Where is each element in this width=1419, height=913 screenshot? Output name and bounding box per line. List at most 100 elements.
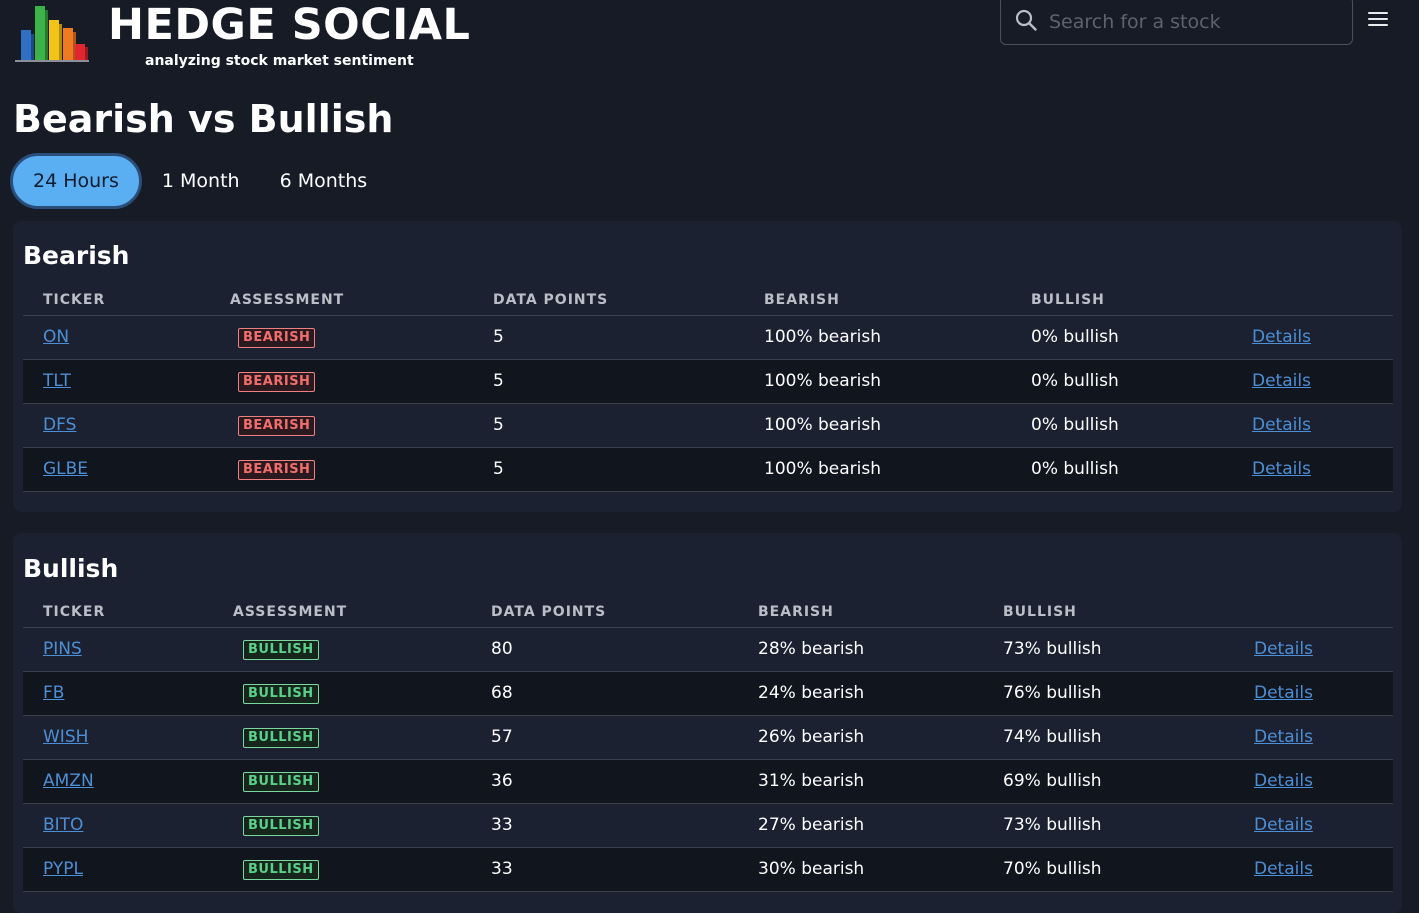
data-points-value: 80: [471, 627, 738, 672]
bearish-percent: 100% bearish: [744, 315, 1011, 360]
assessment-badge: BEARISH: [238, 460, 316, 480]
ticker-link[interactable]: TLT: [43, 371, 71, 391]
assessment-badge: BULLISH: [243, 816, 319, 836]
column-header-bullish: BULLISH: [983, 597, 1234, 628]
bullish-percent: 74% bullish: [983, 715, 1234, 760]
details-link[interactable]: Details: [1254, 683, 1313, 703]
ticker-link[interactable]: GLBE: [43, 459, 89, 479]
ticker-link[interactable]: WISH: [43, 727, 89, 747]
table-row: ON BEARISH 5 100% bearish 0% bullish Det…: [23, 315, 1393, 360]
details-link[interactable]: Details: [1254, 859, 1313, 879]
bearish-section-title: Bearish: [23, 241, 130, 270]
assessment-badge: BEARISH: [238, 328, 316, 348]
assessment-badge: BEARISH: [238, 416, 316, 436]
column-header-bearish: BEARISH: [738, 597, 983, 628]
details-link[interactable]: Details: [1252, 415, 1311, 435]
table-row: WISH BULLISH 57 26% bearish 74% bullish …: [23, 715, 1393, 760]
bearish-table: TICKER ASSESSMENT DATA POINTS BEARISH BU…: [23, 285, 1393, 492]
table-row: DFS BEARISH 5 100% bearish 0% bullish De…: [23, 403, 1393, 448]
column-header-ticker: TICKER: [23, 285, 210, 316]
bearish-percent: 30% bearish: [738, 847, 983, 892]
assessment-badge: BULLISH: [243, 772, 319, 792]
column-header-assessment: ASSESSMENT: [213, 597, 471, 628]
search-box[interactable]: [1000, 0, 1353, 45]
brand-subtitle: analyzing stock market sentiment: [145, 53, 414, 69]
table-header-row: TICKER ASSESSMENT DATA POINTS BEARISH BU…: [23, 597, 1393, 628]
data-points-value: 5: [473, 315, 744, 360]
bearish-percent: 100% bearish: [744, 447, 1011, 492]
details-link[interactable]: Details: [1252, 371, 1311, 391]
details-link[interactable]: Details: [1252, 459, 1311, 479]
bar-chart-logo-icon[interactable]: [13, 2, 91, 64]
bullish-percent: 0% bullish: [1011, 315, 1232, 360]
data-points-value: 5: [473, 359, 744, 404]
assessment-badge: BULLISH: [243, 640, 319, 660]
ticker-link[interactable]: AMZN: [43, 771, 94, 791]
table-row: TLT BEARISH 5 100% bearish 0% bullish De…: [23, 359, 1393, 404]
data-points-value: 33: [471, 803, 738, 848]
table-row: PINS BULLISH 80 28% bearish 73% bullish …: [23, 627, 1393, 672]
tab-1-month[interactable]: 1 Month: [161, 170, 240, 192]
assessment-badge: BEARISH: [238, 372, 316, 392]
timeframe-tabs: 24 Hours 1 Month 6 Months: [10, 152, 387, 210]
column-header-data-points: DATA POINTS: [471, 597, 738, 628]
data-points-value: 5: [473, 447, 744, 492]
assessment-badge: BULLISH: [243, 684, 319, 704]
header: HEDGE SOCIAL analyzing stock market sent…: [0, 0, 1419, 90]
ticker-link[interactable]: FB: [43, 683, 65, 703]
column-header-actions: [1234, 597, 1393, 628]
details-link[interactable]: Details: [1254, 727, 1313, 747]
ticker-link[interactable]: ON: [43, 327, 70, 347]
bullish-section-title: Bullish: [23, 554, 119, 583]
bearish-percent: 26% bearish: [738, 715, 983, 760]
details-link[interactable]: Details: [1252, 327, 1311, 347]
data-points-value: 57: [471, 715, 738, 760]
table-row: PYPL BULLISH 33 30% bearish 70% bullish …: [23, 847, 1393, 892]
bullish-percent: 69% bullish: [983, 759, 1234, 804]
data-points-value: 5: [473, 403, 744, 448]
table-row: GLBE BEARISH 5 100% bearish 0% bullish D…: [23, 447, 1393, 492]
bullish-percent: 0% bullish: [1011, 403, 1232, 448]
bearish-percent: 31% bearish: [738, 759, 983, 804]
tab-6-months[interactable]: 6 Months: [279, 170, 368, 192]
ticker-link[interactable]: DFS: [43, 415, 77, 435]
assessment-badge: BULLISH: [243, 860, 319, 880]
brand-title[interactable]: HEDGE SOCIAL: [108, 0, 471, 50]
search-input[interactable]: [1049, 9, 1339, 35]
table-row: BITO BULLISH 33 27% bearish 73% bullish …: [23, 803, 1393, 848]
table-header-row: TICKER ASSESSMENT DATA POINTS BEARISH BU…: [23, 285, 1393, 316]
hamburger-menu-icon[interactable]: [1368, 12, 1388, 28]
data-points-value: 36: [471, 759, 738, 804]
ticker-link[interactable]: PYPL: [43, 859, 83, 879]
column-header-assessment: ASSESSMENT: [210, 285, 473, 316]
tab-24-hours[interactable]: 24 Hours: [10, 153, 142, 209]
bearish-percent: 24% bearish: [738, 671, 983, 716]
data-points-value: 33: [471, 847, 738, 892]
page-title: Bearish vs Bullish: [13, 97, 394, 141]
table-row: AMZN BULLISH 36 31% bearish 69% bullish …: [23, 759, 1393, 804]
column-header-bearish: BEARISH: [744, 285, 1011, 316]
ticker-link[interactable]: PINS: [43, 639, 82, 659]
bearish-percent: 100% bearish: [744, 403, 1011, 448]
bullish-percent: 0% bullish: [1011, 359, 1232, 404]
bearish-percent: 27% bearish: [738, 803, 983, 848]
table-row: FB BULLISH 68 24% bearish 76% bullish De…: [23, 671, 1393, 716]
column-header-ticker: TICKER: [23, 597, 213, 628]
search-icon: [1015, 9, 1037, 31]
assessment-badge: BULLISH: [243, 728, 319, 748]
bearish-percent: 100% bearish: [744, 359, 1011, 404]
bullish-percent: 0% bullish: [1011, 447, 1232, 492]
bearish-card: Bearish TICKER ASSESSMENT DATA POINTS BE…: [13, 221, 1402, 512]
bullish-percent: 73% bullish: [983, 627, 1234, 672]
bearish-percent: 28% bearish: [738, 627, 983, 672]
data-points-value: 68: [471, 671, 738, 716]
column-header-data-points: DATA POINTS: [473, 285, 744, 316]
details-link[interactable]: Details: [1254, 639, 1313, 659]
details-link[interactable]: Details: [1254, 771, 1313, 791]
details-link[interactable]: Details: [1254, 815, 1313, 835]
bullish-percent: 76% bullish: [983, 671, 1234, 716]
bullish-percent: 73% bullish: [983, 803, 1234, 848]
bullish-percent: 70% bullish: [983, 847, 1234, 892]
bullish-card: Bullish TICKER ASSESSMENT DATA POINTS BE…: [13, 533, 1402, 913]
ticker-link[interactable]: BITO: [43, 815, 84, 835]
